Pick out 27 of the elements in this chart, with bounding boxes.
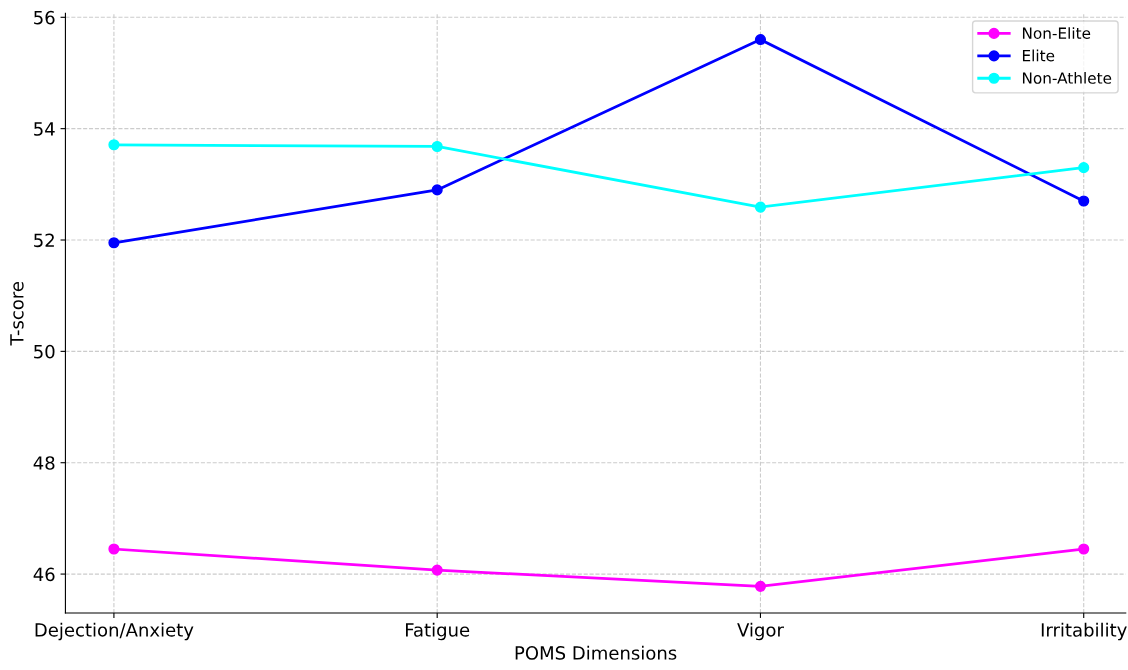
x-tick-label: Fatigue xyxy=(406,622,470,641)
y-tick-label: 52 xyxy=(34,233,54,248)
legend-label: Elite xyxy=(1022,49,1055,62)
point xyxy=(431,184,443,196)
legend-label: Non-Athlete xyxy=(1022,72,1112,84)
point xyxy=(108,237,120,249)
point xyxy=(1078,543,1090,555)
y-tick-label: 56 xyxy=(34,10,55,25)
y-tick-label: 46 xyxy=(33,567,55,582)
y-axis-title: T-score xyxy=(10,281,24,346)
point xyxy=(754,580,767,592)
point xyxy=(754,201,767,213)
y-tick-label: 50 xyxy=(34,344,55,359)
point xyxy=(431,140,443,153)
x-axis-title: POMS Dimensions xyxy=(515,645,677,660)
point xyxy=(1078,162,1090,174)
x-tick-label: Irritability xyxy=(1041,622,1127,641)
point xyxy=(108,543,120,555)
legend-label: Non-Elite xyxy=(1022,27,1091,39)
point xyxy=(754,34,767,46)
point xyxy=(1078,195,1090,207)
point xyxy=(431,564,443,576)
x-tick-label: Vigor xyxy=(737,622,784,641)
y-tick-label: 54 xyxy=(34,122,55,136)
x-tick-label: Dejection/Anxiety xyxy=(35,622,194,641)
y-tick-label: 48 xyxy=(33,456,55,470)
point xyxy=(108,139,120,151)
